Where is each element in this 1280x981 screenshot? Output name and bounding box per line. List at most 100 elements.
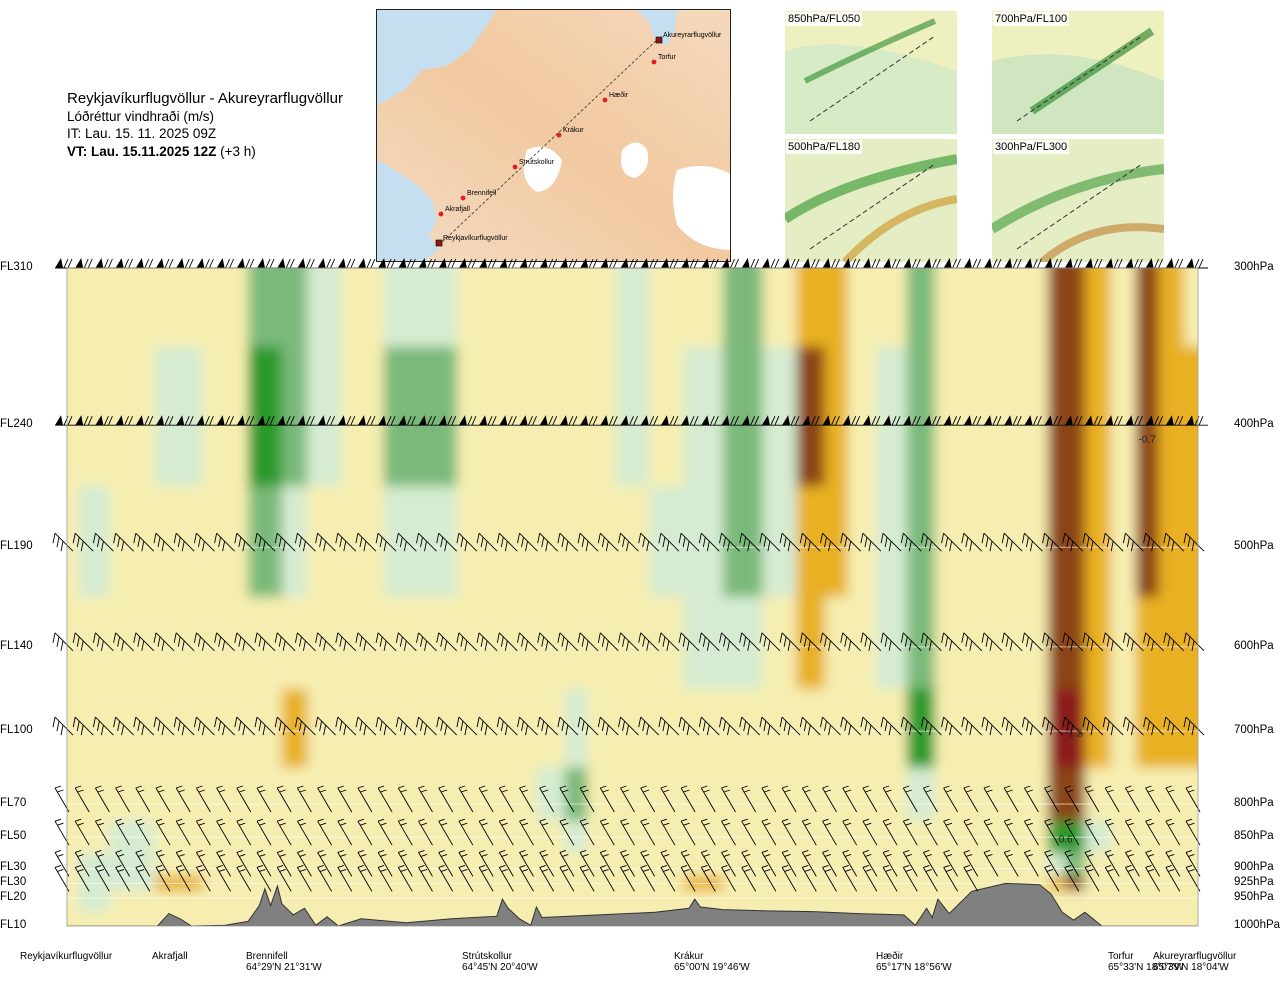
barb-feather xyxy=(824,636,827,647)
wind-barb xyxy=(479,258,502,269)
barb-feather xyxy=(592,258,598,269)
barb-feather xyxy=(218,721,222,732)
waypoint-label: Torfur xyxy=(658,54,677,61)
barb-feather xyxy=(416,632,419,643)
wind-barb xyxy=(1024,849,1039,877)
wind-barb xyxy=(559,864,575,892)
barb-pennant xyxy=(640,258,649,268)
barb-feather xyxy=(521,537,524,548)
barb-pennant xyxy=(943,415,952,426)
barb-feather xyxy=(559,849,567,853)
barb-feather xyxy=(923,818,930,822)
wind-barb xyxy=(214,716,235,736)
field-cell xyxy=(587,767,617,822)
field-cell xyxy=(67,486,79,598)
field-cell xyxy=(281,268,308,348)
wind-barb xyxy=(335,716,357,736)
barb-shaft xyxy=(337,787,353,813)
barb-feather xyxy=(640,864,647,868)
barb-shaft xyxy=(397,787,413,813)
wind-barb xyxy=(539,785,555,813)
field-cell xyxy=(1017,597,1049,690)
barb-feather xyxy=(956,416,962,426)
barb-feather xyxy=(802,849,809,853)
barb-shaft xyxy=(1064,787,1080,813)
wind-barb xyxy=(539,258,562,269)
barb-pennant xyxy=(75,258,84,268)
barb-pennant xyxy=(1186,258,1194,268)
wind-barb xyxy=(1183,532,1205,552)
barb-feather xyxy=(436,717,440,728)
barb-feather xyxy=(279,822,286,826)
wind-barb xyxy=(539,849,555,877)
wind-barb xyxy=(52,632,74,652)
barb-feather xyxy=(504,541,508,552)
wind-barb xyxy=(418,415,441,426)
barb-feather xyxy=(363,640,367,651)
barb-feather xyxy=(302,725,306,736)
wind-barb xyxy=(842,785,858,813)
barb-feather xyxy=(831,416,836,426)
barb-feather xyxy=(258,636,262,647)
wind-barb xyxy=(156,415,178,426)
barb-feather xyxy=(1087,822,1094,826)
barb-feather xyxy=(297,864,304,868)
barb-feather xyxy=(319,789,327,793)
field-cell xyxy=(564,268,588,348)
barb-feather xyxy=(532,416,537,426)
wind-barb xyxy=(113,532,134,552)
barb-shaft xyxy=(155,532,175,552)
barb-shaft xyxy=(519,787,534,813)
barb-feather xyxy=(444,541,448,552)
barb-feather xyxy=(1024,849,1031,853)
barb-feather xyxy=(326,258,332,269)
barb-feather xyxy=(420,822,428,826)
wind-barb xyxy=(539,818,555,846)
barb-shaft xyxy=(276,787,292,813)
field-cell xyxy=(1017,852,1049,877)
barb-shaft xyxy=(902,867,918,892)
barb-feather xyxy=(424,640,427,651)
minimap-300-label: 300hPa/FL300 xyxy=(993,140,1070,154)
wind-barb xyxy=(1044,849,1059,877)
barb-feather xyxy=(1165,864,1172,868)
barb-feather xyxy=(117,868,125,872)
barb-feather xyxy=(277,785,284,789)
barb-shaft xyxy=(196,867,211,892)
barb-feather xyxy=(375,533,379,544)
minimap-500: 500hPa/FL180 xyxy=(785,139,957,262)
field-cell xyxy=(564,890,588,913)
wind-barb xyxy=(135,818,151,846)
barb-feather xyxy=(343,725,347,736)
wind-barb xyxy=(701,415,724,426)
barb-shaft xyxy=(196,852,211,877)
wind-barb xyxy=(357,415,380,426)
barb-feather xyxy=(1093,258,1099,269)
wind-barb xyxy=(1125,415,1148,426)
wind-barb xyxy=(600,415,623,426)
barb-feather xyxy=(178,868,185,872)
barb-feather xyxy=(72,717,76,728)
wind-barb xyxy=(923,849,938,877)
wind-barb xyxy=(236,258,259,269)
barb-feather xyxy=(1167,537,1171,548)
barb-feather xyxy=(178,789,185,793)
field-cell xyxy=(875,852,908,877)
barb-feather xyxy=(822,864,829,868)
wind-barb xyxy=(984,415,1006,426)
barb-feather xyxy=(903,818,910,822)
barb-shaft xyxy=(1125,532,1144,552)
barb-feather xyxy=(504,725,508,736)
wind-barb xyxy=(963,864,979,892)
barb-feather xyxy=(249,258,255,269)
barb-shaft xyxy=(1145,867,1160,892)
barb-feather xyxy=(117,853,125,857)
barb-feather xyxy=(719,632,722,643)
field-cell xyxy=(78,597,110,690)
barb-pennant xyxy=(1165,258,1174,268)
barb-feather xyxy=(181,541,185,552)
barb-feather xyxy=(981,632,985,643)
barb-shaft xyxy=(1044,820,1059,846)
barb-feather xyxy=(835,258,840,269)
wind-barb xyxy=(920,532,942,552)
